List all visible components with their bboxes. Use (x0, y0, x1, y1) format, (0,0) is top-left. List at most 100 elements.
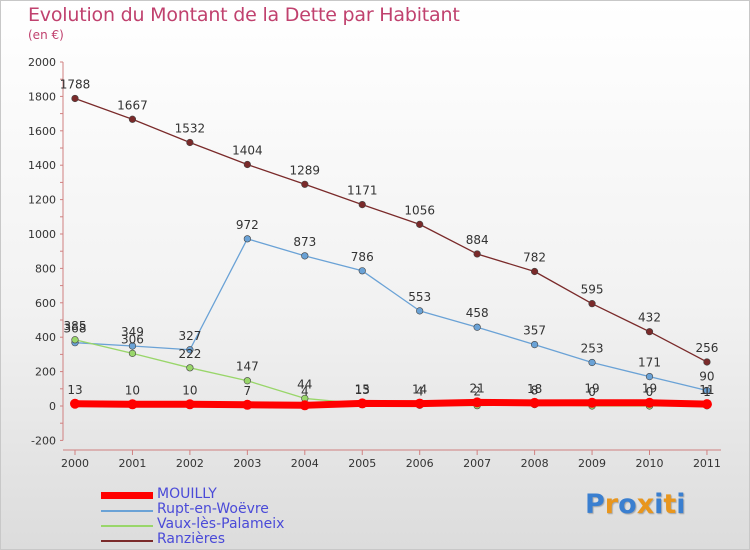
data-label-rupt-en-wo-vre: 873 (293, 235, 316, 249)
data-point-mouilly (70, 398, 80, 409)
x-tick-label: 2006 (406, 457, 434, 470)
y-tick-label: 1400 (28, 159, 56, 172)
data-point-mouilly (644, 397, 655, 408)
data-label-mouilly: 10 (125, 383, 140, 397)
data-label-vaux-l-s-palameix: 1 (703, 385, 711, 399)
data-label-mouilly: 4 (301, 384, 309, 398)
data-label-mouilly: 18 (527, 382, 542, 396)
data-label-ranzi-res: 1171 (347, 184, 378, 198)
data-label-vaux-l-s-palameix: 0 (588, 385, 596, 399)
data-point-vaux-l-s-palameix (243, 377, 251, 385)
data-point-rupt-en-wo-vre (128, 342, 137, 350)
data-label-mouilly: 14 (412, 383, 427, 397)
chart-title: Evolution du Montant de la Dette par Hab… (28, 4, 460, 26)
data-point-vaux-l-s-palameix (128, 349, 137, 357)
data-label-rupt-en-wo-vre: 90 (699, 370, 714, 384)
data-label-vaux-l-s-palameix: 8 (531, 384, 539, 398)
data-label-rupt-en-wo-vre: 357 (523, 324, 546, 338)
data-label-ranzi-res: 256 (695, 341, 718, 355)
data-label-mouilly: 19 (584, 382, 599, 396)
data-label-vaux-l-s-palameix: 4 (416, 384, 424, 398)
data-label-ranzi-res: 884 (466, 233, 489, 247)
data-label-mouilly: 19 (642, 382, 657, 396)
x-tick-label: 2000 (61, 457, 89, 470)
data-point-mouilly (127, 399, 138, 410)
logo-letter: t (663, 489, 677, 520)
legend-swatch-vaux-les-palameix (101, 525, 153, 527)
data-point-rupt-en-wo-vre (358, 267, 366, 275)
series-group (70, 94, 712, 411)
data-point-ranzi-res (530, 267, 539, 276)
data-label-ranzi-res: 432 (638, 311, 661, 325)
data-point-rupt-en-wo-vre (186, 346, 194, 354)
y-tick-label: 2000 (28, 56, 56, 69)
data-point-ranzi-res (473, 250, 481, 258)
data-label-vaux-l-s-palameix: 0 (646, 385, 654, 399)
data-label-vaux-l-s-palameix: 147 (236, 360, 259, 374)
x-tick-label: 2010 (636, 457, 664, 470)
data-label-vaux-l-s-palameix: 306 (121, 332, 144, 346)
data-point-ranzi-res (71, 94, 79, 103)
data-label-vaux-l-s-palameix: 13 (355, 383, 370, 397)
data-point-rupt-en-wo-vre (301, 252, 309, 260)
data-point-rupt-en-wo-vre (645, 372, 654, 381)
data-label-ranzi-res: 782 (523, 250, 546, 264)
chart-subtitle: (en €) (28, 28, 64, 42)
x-tick-label: 2005 (348, 457, 376, 470)
axes: -200020040060080010001200140016001800200… (28, 56, 721, 470)
data-point-rupt-en-wo-vre (703, 386, 711, 395)
data-label-ranzi-res: 1289 (290, 163, 321, 177)
data-label-ranzi-res: 595 (581, 283, 604, 297)
series-line-ranzi-res (74, 97, 708, 363)
data-label-rupt-en-wo-vre: 786 (351, 250, 374, 264)
data-point-ranzi-res (703, 358, 711, 366)
x-tick-label: 2003 (233, 457, 261, 470)
data-point-rupt-en-wo-vre (243, 235, 251, 243)
data-label-mouilly: 21 (470, 381, 485, 395)
legend-label-rupt-en-woevre: Rupt-en-Woëvre (157, 501, 269, 517)
data-point-vaux-l-s-palameix (71, 336, 79, 344)
x-tick-label: 2009 (578, 457, 606, 470)
data-label-rupt-en-wo-vre: 458 (466, 306, 489, 320)
data-point-vaux-l-s-palameix (186, 364, 194, 372)
data-label-mouilly: 11 (699, 383, 714, 397)
legend-label-vaux-les-palameix: Vaux-lès-Palameix (157, 516, 285, 532)
data-point-rupt-en-wo-vre (588, 358, 596, 367)
data-label-vaux-l-s-palameix: 44 (297, 377, 312, 391)
legend-swatch-mouilly (101, 492, 153, 499)
data-label-mouilly: 7 (244, 384, 252, 398)
data-label-ranzi-res: 1056 (404, 203, 435, 217)
legend-label-mouilly: MOUILLY (157, 486, 217, 502)
x-tick-label: 2004 (291, 457, 319, 470)
data-label-rupt-en-wo-vre: 349 (121, 325, 144, 339)
data-point-mouilly (701, 399, 712, 410)
data-label-rupt-en-wo-vre: 972 (236, 218, 259, 232)
y-tick-label: -200 (31, 434, 56, 447)
logo-letter: r (604, 489, 619, 520)
y-tick-label: 1800 (28, 90, 56, 103)
logo-letter: i (654, 489, 664, 520)
logo-letter: x (636, 489, 655, 520)
data-point-ranzi-res (301, 180, 309, 188)
data-label-rupt-en-wo-vre: 553 (408, 290, 431, 304)
data-point-ranzi-res (243, 160, 251, 169)
y-tick-label: 1600 (28, 125, 56, 138)
series-line-rupt-en-wo-vre (74, 238, 708, 392)
data-point-mouilly (529, 397, 540, 408)
y-tick-label: 1200 (28, 194, 56, 207)
data-label-mouilly: 15 (355, 382, 370, 396)
data-point-mouilly (184, 399, 195, 410)
data-label-vaux-l-s-palameix: 222 (178, 347, 201, 361)
data-point-mouilly (414, 398, 425, 409)
data-label-vaux-l-s-palameix: 385 (64, 319, 87, 333)
legend-label-ranzieres: Ranzières (157, 531, 226, 547)
y-tick-label: 200 (35, 366, 56, 379)
data-point-ranzi-res (186, 138, 194, 147)
y-tick-label: 1000 (28, 228, 56, 241)
data-point-ranzi-res (416, 220, 424, 228)
data-label-ranzi-res: 1532 (175, 121, 206, 135)
data-point-mouilly (472, 397, 483, 408)
y-tick-label: 400 (35, 331, 56, 344)
